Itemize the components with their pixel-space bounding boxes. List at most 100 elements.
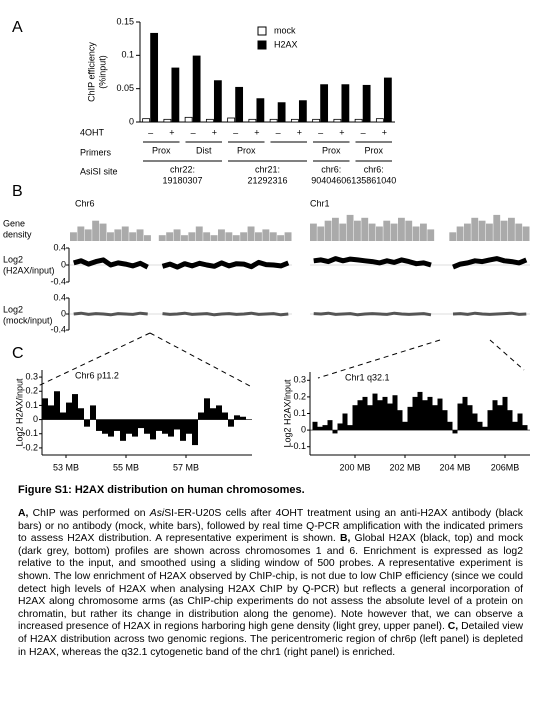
row-label: AsiSI site [80, 166, 118, 176]
profile-bar [417, 391, 423, 431]
treatment-label: + [212, 127, 217, 137]
profile-bar [402, 421, 408, 431]
profile-bar [372, 393, 378, 431]
bar [298, 100, 307, 123]
gene-density-bar [240, 232, 248, 241]
gene-density-bar [195, 226, 203, 241]
profile-bar [407, 406, 413, 431]
profile-bar [377, 400, 383, 431]
profile-bar [492, 400, 498, 431]
gene-density-bar [92, 220, 100, 241]
y-tick-label: 0 [301, 424, 306, 434]
profile-bar [240, 416, 246, 420]
caption-segment: Detailed view of H2AX distribution acros… [18, 621, 524, 658]
y-tick-label: 0.3 [293, 375, 306, 385]
bar [277, 102, 286, 123]
legend-label: mock [274, 25, 296, 35]
gene-density-bar [508, 217, 515, 241]
treatment-label: + [169, 127, 174, 137]
bar [235, 86, 244, 123]
treatment-label: + [382, 127, 387, 137]
caption-title: Figure S1: H2AX distribution on human ch… [18, 484, 305, 496]
profile-bar [337, 423, 343, 431]
gene-density-bar [420, 223, 427, 241]
x-tick-label: 200 MB [339, 462, 370, 472]
y-tick-label: 0.3 [25, 371, 38, 381]
profile-bar [126, 419, 132, 434]
gene-density-bar [405, 220, 413, 241]
y-axis-label: Log2 H2AX/input [282, 379, 292, 448]
profile-bar [412, 396, 418, 431]
profile-bar [54, 391, 60, 420]
profile-bar [228, 419, 234, 427]
site-label: 19180307 [162, 175, 202, 185]
profile-bar [114, 419, 120, 431]
gene-density-bar [225, 232, 233, 241]
profile-bar [327, 420, 333, 431]
gene-density-bar [376, 226, 383, 241]
treatment-label: – [191, 127, 196, 137]
gene-density-bar [284, 232, 292, 241]
gene-density-bar [269, 232, 277, 241]
gene-density-bar [471, 217, 479, 241]
y-tick-label: 0.4 [53, 292, 66, 302]
zoom-guides [37, 332, 525, 387]
site-label: 135861040 [351, 175, 396, 185]
profile-bar [322, 425, 328, 431]
profile-bar [150, 419, 156, 440]
treatment-label: + [339, 127, 344, 137]
treatment-label: – [233, 127, 238, 137]
gene-density-bar [464, 223, 471, 241]
row-label: (H2AX/input) [3, 265, 55, 275]
profile-bar [482, 426, 488, 431]
bar [354, 118, 363, 123]
profile-bar [487, 410, 493, 431]
treatment-label: – [148, 127, 153, 137]
gene-density-bar [361, 217, 369, 241]
profile-bar [502, 396, 508, 431]
profile-bar [78, 408, 84, 420]
profile-bar [186, 419, 192, 434]
profile-bar [382, 396, 388, 431]
profile-bar [96, 419, 102, 431]
site-label: 90404606 [311, 175, 351, 185]
profile-bar [42, 398, 48, 420]
treatment-label: + [254, 127, 259, 137]
profile-line [313, 311, 527, 317]
profile-bar [522, 425, 528, 431]
profile-bar [432, 405, 438, 431]
profile-bar [84, 419, 90, 427]
y-tick-label: 0.1 [121, 50, 134, 60]
caption-segment: ChIP was performed on [28, 508, 150, 519]
profile-bar [198, 412, 204, 420]
bar [213, 80, 222, 123]
profile-bar [156, 419, 162, 431]
gene-density-bar [398, 217, 405, 241]
primer-label: Prox [152, 145, 171, 155]
profile-bar [517, 413, 523, 431]
profile-bar [347, 425, 353, 431]
gene-density-bar [218, 229, 225, 241]
profile-bar [427, 396, 433, 431]
profile-line [313, 256, 528, 270]
bar [312, 118, 321, 123]
gene-density-bar [166, 232, 174, 241]
chart-title: Chr6 p11.2 [75, 370, 119, 380]
gene-density-bar [324, 220, 332, 241]
bar [150, 32, 159, 123]
profile-bar [60, 412, 66, 420]
chromosome-label: Chr6 [75, 198, 95, 208]
caption-segment: C, [447, 621, 459, 633]
bar [320, 84, 329, 123]
gene-density-bar [317, 226, 325, 241]
bar [362, 84, 371, 123]
gene-density-bar [188, 232, 196, 241]
y-tick-label: 0 [33, 414, 38, 424]
bar [333, 118, 342, 123]
gene-density-bar [427, 229, 435, 241]
gene-density-bar [449, 232, 457, 241]
y-tick-label: -0.1 [22, 428, 38, 438]
gene-density-bar [144, 235, 151, 241]
profile-bar [477, 421, 483, 431]
profile-bar [102, 419, 108, 434]
